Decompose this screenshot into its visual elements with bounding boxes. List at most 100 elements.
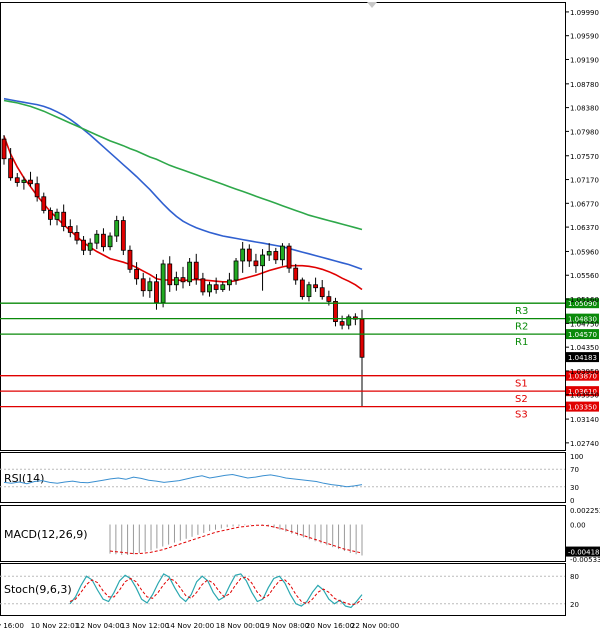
rsi-line: 100 70 30 0: [0, 453, 583, 505]
candle-bear: [180, 277, 186, 283]
stoch-d-line: [69, 576, 363, 606]
stoch-tick-label: 80: [570, 573, 579, 581]
candle-bull: [233, 260, 239, 281]
price-panel[interactable]: R3 1.05090 R2 1.04830 R1 1.04570 S1 1.03870 S2 1.…: [0, 2, 599, 451]
candle-bull: [147, 281, 153, 292]
candle-bull: [187, 261, 193, 283]
level-name-s3: S3: [515, 410, 528, 421]
time-tick-label: 12 Nov 04:00: [76, 621, 125, 630]
candle-bull: [173, 277, 179, 286]
pivot-levels: R3 1.05090 R2 1.04830 R1 1.04570 S1 1.03870 S2 1.…: [0, 298, 599, 421]
time-tick-label: 13 Nov 12:00: [121, 621, 170, 630]
chart-shift-marker-icon[interactable]: [367, 2, 377, 8]
stoch-tick-label: 20: [570, 601, 579, 609]
current-price-label: 1.04183: [568, 354, 597, 362]
candle-bull: [87, 242, 93, 251]
candle-bear: [154, 281, 159, 303]
candle-bear: [81, 239, 86, 251]
candle-bull: [54, 211, 60, 220]
candle-bear: [140, 278, 146, 292]
level-price-tag: [566, 401, 599, 412]
candle-bear: [246, 248, 252, 262]
macd-tick-label: 0.002252: [570, 507, 600, 515]
candle-bear: [120, 220, 126, 251]
current-price-tag: [566, 352, 599, 363]
candle-bear: [1, 138, 7, 160]
price-axis: 1.09990 1.09590 1.09190 1.08780 1.08380 1.079…: [565, 9, 599, 448]
level-price-tag: [566, 298, 599, 309]
candle-bull: [266, 251, 272, 256]
candle-bull: [260, 254, 265, 267]
candle-bull: [240, 248, 246, 262]
candle-bear: [273, 251, 279, 261]
stochastic-lines: 80 20: [0, 573, 579, 609]
level-price-tag-label: 1.04570: [568, 331, 597, 339]
candle-bear: [293, 267, 299, 281]
candle-bear: [213, 284, 219, 290]
macd-panel-frame: [0, 505, 566, 562]
candle-bear: [299, 279, 305, 298]
price-tick-label: 1.03550: [570, 392, 599, 400]
stoch-k-line: [69, 573, 363, 609]
level-price-tag: [566, 370, 599, 381]
time-tick-label: 18 Nov 00:00: [216, 621, 265, 630]
candle-bear: [34, 183, 40, 198]
candle-bull: [114, 220, 120, 237]
macd-tick-label: 0.00: [570, 522, 586, 530]
candle-bear: [339, 321, 345, 326]
price-tick-label: 1.02740: [570, 440, 599, 448]
candle-bear: [134, 268, 139, 280]
candle-bear: [74, 232, 80, 241]
candle-bull: [280, 245, 285, 261]
candle-bear: [101, 233, 106, 248]
price-tick-label: 1.07570: [570, 153, 599, 161]
level-name-s2: S2: [515, 394, 528, 405]
candle-bull: [306, 284, 312, 298]
price-tick-label: 1.09590: [570, 33, 599, 41]
price-tick-label: 1.06370: [570, 224, 599, 232]
price-tick-label: 1.08380: [570, 105, 599, 113]
candlesticks: [1, 134, 365, 407]
level-price-tag: [566, 313, 599, 324]
level-name-s1: S1: [515, 379, 528, 390]
candle-bear: [326, 296, 332, 302]
price-tick-label: 1.05160: [570, 296, 599, 304]
level-price-tag-label: 1.05090: [568, 300, 597, 308]
time-tick-label: 19 Nov 08:00: [261, 621, 310, 630]
candle-bear: [286, 245, 292, 269]
candle-bear: [67, 226, 73, 233]
time-tick-label: 22 Nov 00:00: [351, 621, 400, 630]
candle-bull: [207, 284, 212, 293]
price-tick-label: 1.03140: [570, 416, 599, 424]
moving-average-line: [3, 97, 363, 271]
price-tick-label: 1.08780: [570, 81, 599, 89]
stoch-panel[interactable]: Stoch(9,6,3) 80 20: [0, 563, 579, 616]
candle-bear: [253, 260, 259, 267]
macd-current-label: -0.004183: [568, 549, 600, 557]
candle-bull: [107, 235, 113, 248]
candle-bear: [167, 263, 173, 286]
stoch-title: Stoch(9,6,3): [4, 583, 72, 596]
price-tick-label: 1.03950: [570, 368, 599, 376]
candle-bear: [127, 249, 133, 270]
level-name-r3: R3: [515, 306, 528, 317]
rsi-tick-label: 100: [570, 453, 583, 461]
macd-title: MACD(12,26,9): [4, 528, 88, 541]
price-tick-label: 1.04350: [570, 344, 599, 352]
price-tick-label: 1.09190: [570, 56, 599, 64]
level-price-tag-label: 1.03350: [568, 404, 597, 412]
level-price-tag: [566, 386, 599, 397]
price-tick-label: 1.09990: [570, 9, 599, 17]
macd-tick-label: -0.005334: [570, 556, 600, 564]
rsi-tick-label: 0: [570, 497, 574, 505]
level-price-tag-label: 1.03870: [568, 373, 597, 381]
candle-bear: [319, 287, 325, 298]
candle-bull: [346, 316, 352, 326]
price-tick-label: 1.07170: [570, 177, 599, 185]
time-tick-label: 8 Nov 16:00: [0, 621, 24, 630]
rsi-tick-label: 70: [570, 466, 579, 474]
price-tick-label: 1.06770: [570, 200, 599, 208]
macd-panel[interactable]: MACD(12,26,9) 0.002252 0.00 -0.005334-0.00…: [0, 505, 600, 565]
